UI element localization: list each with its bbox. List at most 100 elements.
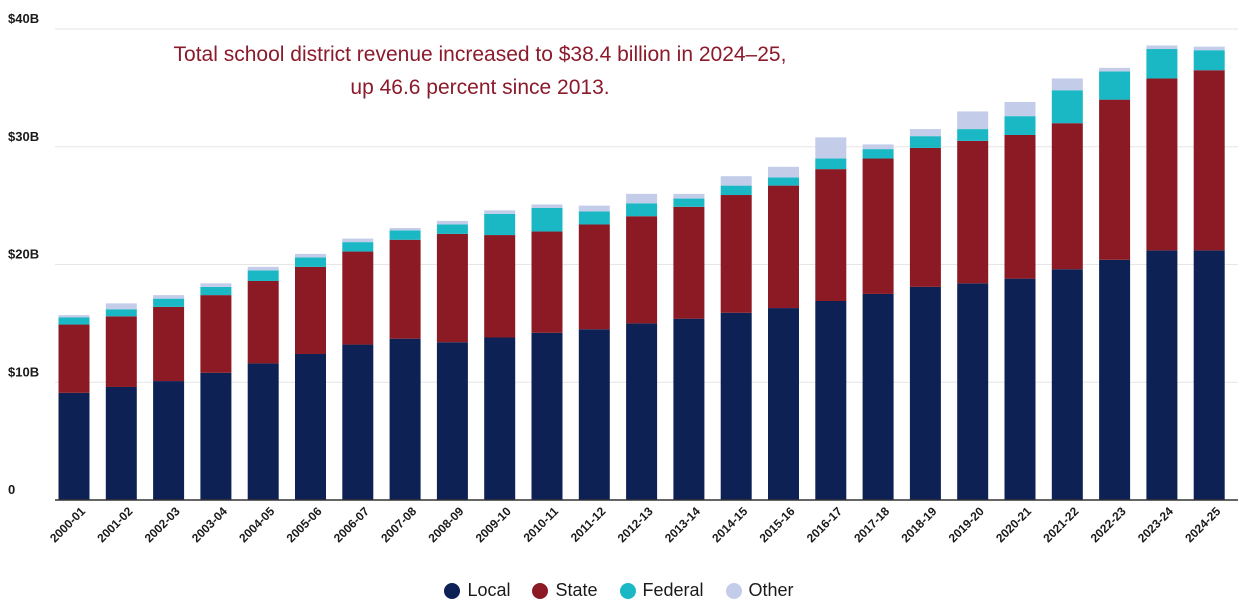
bar-segment-other xyxy=(1004,102,1036,117)
bar-segment-federal xyxy=(720,185,752,196)
bar-segment-other xyxy=(153,295,185,299)
bar-segment-federal xyxy=(58,317,90,325)
bar-segment-other xyxy=(768,166,799,178)
bar-segment-state xyxy=(58,324,90,393)
bar-segment-federal xyxy=(1146,49,1178,79)
bar-segment-local xyxy=(484,337,516,500)
bar-segment-state xyxy=(1004,134,1036,279)
bar-segment-federal xyxy=(295,257,326,267)
bar-segment-other xyxy=(1193,46,1225,51)
bar-segment-federal xyxy=(957,129,989,141)
bar-segment-federal xyxy=(531,207,563,232)
x-tick-label: 2005-06 xyxy=(284,504,325,545)
x-tick-label: 2015-16 xyxy=(757,504,798,545)
bar-segment-federal xyxy=(1099,71,1131,100)
y-axis-ticks: 0 $10B $20B $30B $40B xyxy=(8,11,39,497)
bar-segment-local xyxy=(531,332,563,500)
y-tick-label: $10B xyxy=(8,364,39,379)
legend-item-local: Local xyxy=(444,580,510,601)
bar-segment-federal xyxy=(436,224,468,234)
bar-segment-federal xyxy=(389,230,421,240)
bars xyxy=(58,45,1225,500)
bar-segment-local xyxy=(626,323,658,500)
bar-segment-state xyxy=(957,140,989,284)
bar-segment-local xyxy=(862,293,894,500)
bar-segment-local xyxy=(342,344,374,500)
bar-segment-state xyxy=(1193,70,1225,251)
bar-segment-local xyxy=(720,312,752,500)
x-tick-label: 2004-05 xyxy=(236,504,277,545)
bar-segment-other xyxy=(720,176,752,186)
bar-segment-federal xyxy=(673,198,705,207)
bar-segment-other xyxy=(389,227,421,231)
annotation-line-2: up 46.6 percent since 2013. xyxy=(350,76,610,99)
bar-segment-state xyxy=(768,185,799,309)
bar-segment-federal xyxy=(1004,116,1036,135)
bar-segment-local xyxy=(768,308,799,500)
bar-segment-local xyxy=(673,318,705,500)
bar-segment-state xyxy=(1146,78,1178,251)
x-tick-label: 2024-25 xyxy=(1182,504,1223,545)
bar-segment-other xyxy=(578,205,610,212)
x-tick-label: 2017-18 xyxy=(851,504,892,545)
bar-segment-federal xyxy=(768,177,799,186)
bar-segment-local xyxy=(153,381,185,500)
bar-segment-state xyxy=(247,280,279,364)
bar-segment-federal xyxy=(484,213,516,236)
bar-segment-federal xyxy=(1051,90,1083,124)
bar-segment-local xyxy=(58,392,90,500)
x-tick-label: 2006-07 xyxy=(331,504,372,545)
bar-segment-state xyxy=(531,231,563,333)
bar-segment-federal xyxy=(342,242,374,252)
bar-segment-other xyxy=(247,266,279,271)
legend-label: Federal xyxy=(642,580,704,600)
bar-segment-federal xyxy=(247,270,279,281)
y-tick-label: $40B xyxy=(8,11,39,26)
bar-segment-state xyxy=(673,206,705,319)
legend-label: Local xyxy=(467,580,511,600)
legend-swatch xyxy=(725,582,742,599)
legend-swatch xyxy=(532,582,549,599)
bar-segment-other xyxy=(342,238,374,243)
bar-segment-other xyxy=(862,144,894,150)
x-tick-label: 2011-12 xyxy=(568,504,609,545)
bar-segment-other xyxy=(1146,45,1178,50)
bar-segment-local xyxy=(1099,259,1131,500)
x-tick-label: 2021-22 xyxy=(1040,504,1081,545)
chart-annotation: Total school district revenue increased … xyxy=(100,38,860,104)
bar-segment-federal xyxy=(153,298,185,307)
bar-segment-local xyxy=(909,286,941,500)
bar-segment-state xyxy=(1099,99,1131,260)
bar-segment-local xyxy=(247,363,279,500)
x-tick-label: 2010-11 xyxy=(521,504,562,545)
bar-segment-federal xyxy=(200,286,232,296)
bar-segment-local xyxy=(295,353,326,500)
bar-segment-federal xyxy=(626,203,658,217)
x-tick-label: 2001-02 xyxy=(94,504,135,545)
bar-segment-other xyxy=(673,193,705,199)
bar-segment-state xyxy=(1051,123,1083,270)
x-tick-label: 2013-14 xyxy=(662,504,703,545)
bar-segment-other xyxy=(58,315,90,318)
bar-segment-other xyxy=(436,220,468,225)
legend-item-federal: Federal xyxy=(619,580,704,601)
y-tick-label: 0 xyxy=(8,482,15,497)
bar-segment-local xyxy=(1051,269,1083,500)
bar-segment-other xyxy=(295,253,326,258)
bar-segment-state xyxy=(342,251,374,345)
bar-segment-local xyxy=(1146,250,1178,500)
legend-label: State xyxy=(555,580,598,600)
x-tick-label: 2002-03 xyxy=(142,504,183,545)
x-tick-label: 2016-17 xyxy=(804,504,845,545)
bar-segment-other xyxy=(200,283,232,287)
y-tick-label: $20B xyxy=(8,247,39,262)
bar-segment-state xyxy=(200,295,232,373)
bar-segment-local xyxy=(957,283,989,500)
bar-segment-state xyxy=(295,266,326,354)
bar-segment-state xyxy=(862,158,894,294)
bar-segment-state xyxy=(578,224,610,330)
bar-segment-federal xyxy=(862,149,894,159)
bar-segment-other xyxy=(909,129,941,137)
bar-segment-state xyxy=(436,233,468,343)
